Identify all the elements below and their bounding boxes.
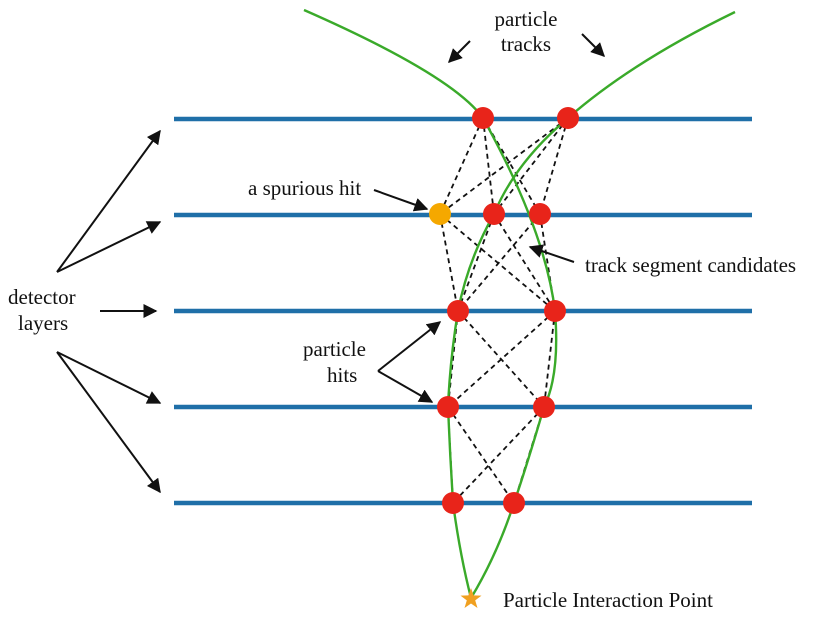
particle-hits xyxy=(429,107,579,514)
arrow xyxy=(377,370,434,403)
arrow xyxy=(448,40,471,63)
spurious-hit xyxy=(429,203,451,225)
arrow xyxy=(377,321,442,372)
arrow xyxy=(56,129,161,273)
segment xyxy=(543,310,556,408)
arrow xyxy=(581,33,605,57)
spurious-hit-label: a spurious hit xyxy=(248,176,361,200)
arrow xyxy=(56,351,161,494)
annotation-arrows xyxy=(56,33,605,494)
particle-hits-label-line1: particle xyxy=(303,337,366,361)
detector-layers-label-line1: detector xyxy=(8,285,76,309)
particle-hit xyxy=(472,107,494,129)
star-icon xyxy=(460,588,482,608)
particle-hit xyxy=(503,492,525,514)
segment xyxy=(457,213,541,312)
interaction-point-label: Particle Interaction Point xyxy=(503,588,713,612)
detector-layers-label-line2: layers xyxy=(18,311,68,335)
arrow xyxy=(56,351,162,404)
particle-hit xyxy=(529,203,551,225)
track-segment-candidates-label: track segment candidates xyxy=(585,253,796,277)
segment xyxy=(493,117,569,215)
segment xyxy=(447,310,459,408)
particle-tracks-label-line1: particle xyxy=(495,7,558,31)
particle-hit xyxy=(533,396,555,418)
segment xyxy=(493,213,556,312)
particle-hits-label-line2: hits xyxy=(327,363,357,387)
particle-hit xyxy=(447,300,469,322)
segment xyxy=(439,213,459,312)
segment xyxy=(539,117,569,215)
particle-hit xyxy=(483,203,505,225)
particle-hit xyxy=(437,396,459,418)
segment xyxy=(439,213,556,312)
segment xyxy=(447,406,515,504)
segment xyxy=(482,117,495,215)
arrow xyxy=(373,189,429,212)
arrow xyxy=(56,221,162,273)
arrow xyxy=(528,244,575,263)
labels: particle tracks a spurious hit track seg… xyxy=(8,7,796,612)
particle-hit xyxy=(442,492,464,514)
particle-hit xyxy=(557,107,579,129)
segment xyxy=(447,310,556,408)
particle-track-right xyxy=(446,10,736,599)
segment xyxy=(457,213,495,312)
particle-tracks-label-line2: tracks xyxy=(501,32,551,56)
segment xyxy=(439,117,484,215)
segment xyxy=(452,406,545,504)
particle-hit xyxy=(544,300,566,322)
